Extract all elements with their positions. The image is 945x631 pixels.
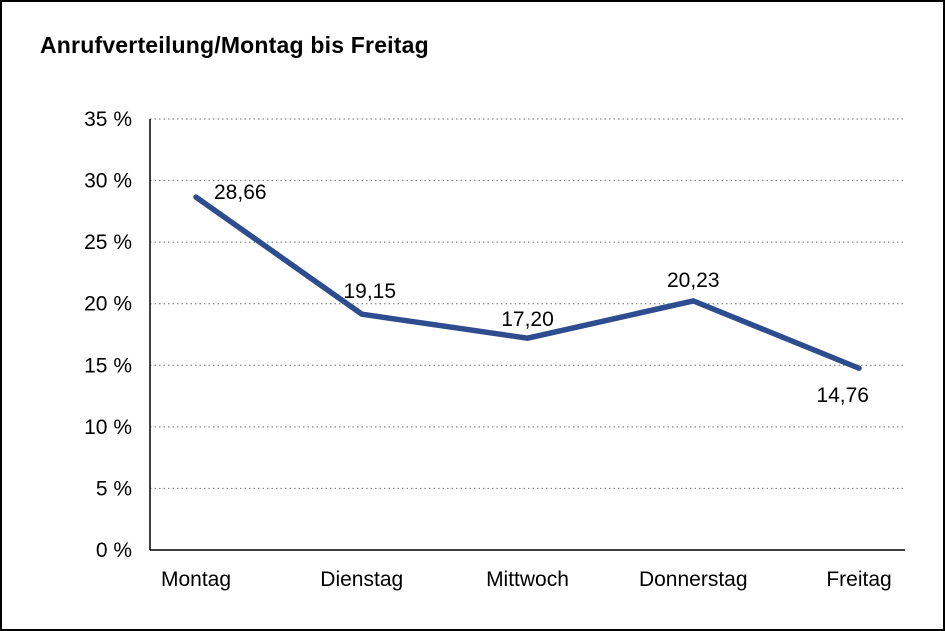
data-point-label: 28,66 [214,181,267,204]
data-point-label: 19,15 [343,280,396,303]
data-point-label: 17,20 [501,308,554,331]
data-point-label: 20,23 [667,269,720,292]
x-axis-category-label: Donnerstag [639,568,748,591]
y-axis-tick-label: 20 % [84,293,132,316]
x-axis-category-label: Montag [161,568,231,591]
data-point-label: 14,76 [816,384,869,407]
y-axis-tick-label: 5 % [96,477,132,500]
chart-title: Anrufverteilung/Montag bis Freitag [40,32,429,58]
y-axis-tick-label: 10 % [84,416,132,439]
y-axis-tick-label: 25 % [84,231,132,254]
y-axis-tick-label: 30 % [84,170,132,193]
x-axis-category-label: Freitag [826,568,891,591]
series-line [193,194,862,371]
y-axis-tick-label: 0 % [96,539,132,562]
y-axis-tick-label: 35 % [84,108,132,131]
x-axis-category-label: Dienstag [320,568,403,591]
y-axis-tick-label: 15 % [84,354,132,377]
x-axis-category-label: Mittwoch [486,568,569,591]
